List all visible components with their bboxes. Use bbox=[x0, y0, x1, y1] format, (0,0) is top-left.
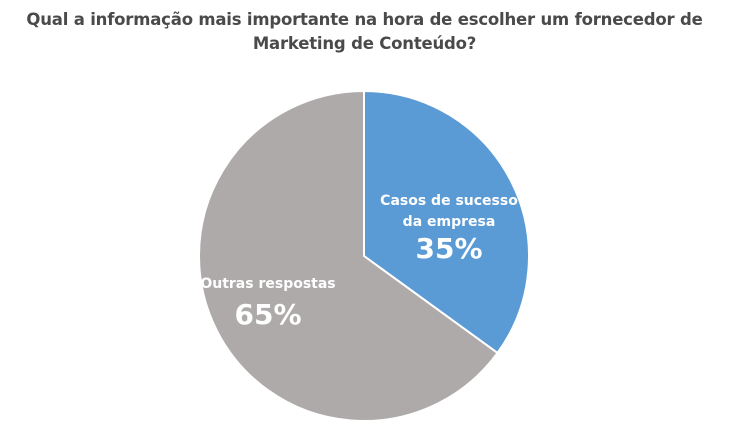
pie-slice-2 bbox=[198, 89, 499, 422]
pie-slice-1 bbox=[363, 89, 530, 355]
slice-1-value-label: 35% bbox=[415, 232, 482, 265]
chart-title-line-1: Qual a informação mais importante na hor… bbox=[26, 10, 703, 29]
slice-2-label-line-1: Outras respostas bbox=[200, 276, 335, 292]
pie-labels: Casos de sucesso da empresa 35% Outras resp… bbox=[200, 193, 518, 331]
slice-1-label-line-2: da empresa bbox=[403, 214, 496, 230]
chart-title-line-2: Marketing de Conteúdo? bbox=[252, 34, 477, 53]
slice-2-value-label: 65% bbox=[234, 298, 301, 331]
chart-title: Qual a informação mais importante na hor… bbox=[0, 8, 729, 56]
pie-slices bbox=[198, 89, 530, 422]
slice-1-label-line-1: Casos de sucesso bbox=[380, 193, 518, 209]
